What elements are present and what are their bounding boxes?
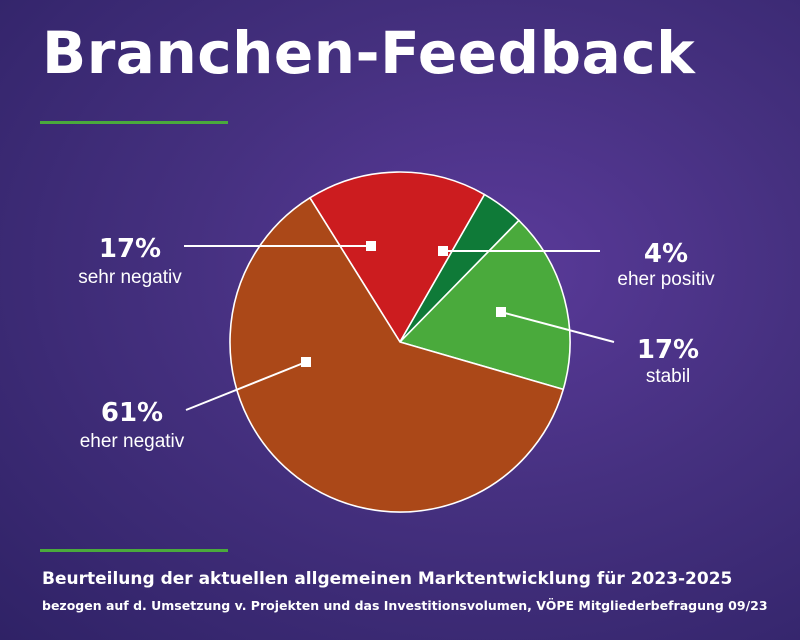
- slice-category-label: stabil: [646, 366, 690, 387]
- bottom-divider: [40, 549, 228, 552]
- page-title: Branchen-Feedback: [42, 19, 696, 87]
- callout-marker: [301, 357, 311, 367]
- callout-line: [500, 311, 615, 343]
- pie-slice-eher-negativ: [229, 197, 565, 513]
- pie-slice-sehr-negativ: [309, 171, 486, 343]
- callout-marker: [496, 307, 506, 317]
- top-divider: [40, 121, 228, 124]
- slice-percentage-label: 17%: [637, 335, 699, 365]
- slice-percentage-label: 4%: [644, 239, 688, 269]
- pie-slices: [229, 171, 571, 513]
- slice-category-label: eher positiv: [617, 269, 715, 290]
- slice-percentage-label: 61%: [101, 398, 163, 428]
- callout-line: [185, 361, 307, 411]
- callout-marker: [366, 241, 376, 251]
- footer-title: Beurteilung der aktuellen allgemeinen Ma…: [42, 569, 733, 589]
- slice-category-label: sehr negativ: [78, 267, 182, 288]
- slice-category-label: eher negativ: [80, 431, 185, 452]
- callout-marker: [438, 246, 448, 256]
- footer-subtitle: bezogen auf d. Umsetzung v. Projekten un…: [42, 598, 768, 613]
- pie-callouts: [184, 241, 615, 411]
- slice-percentage-label: 17%: [99, 234, 161, 264]
- pie-slice-stabil: [399, 219, 571, 391]
